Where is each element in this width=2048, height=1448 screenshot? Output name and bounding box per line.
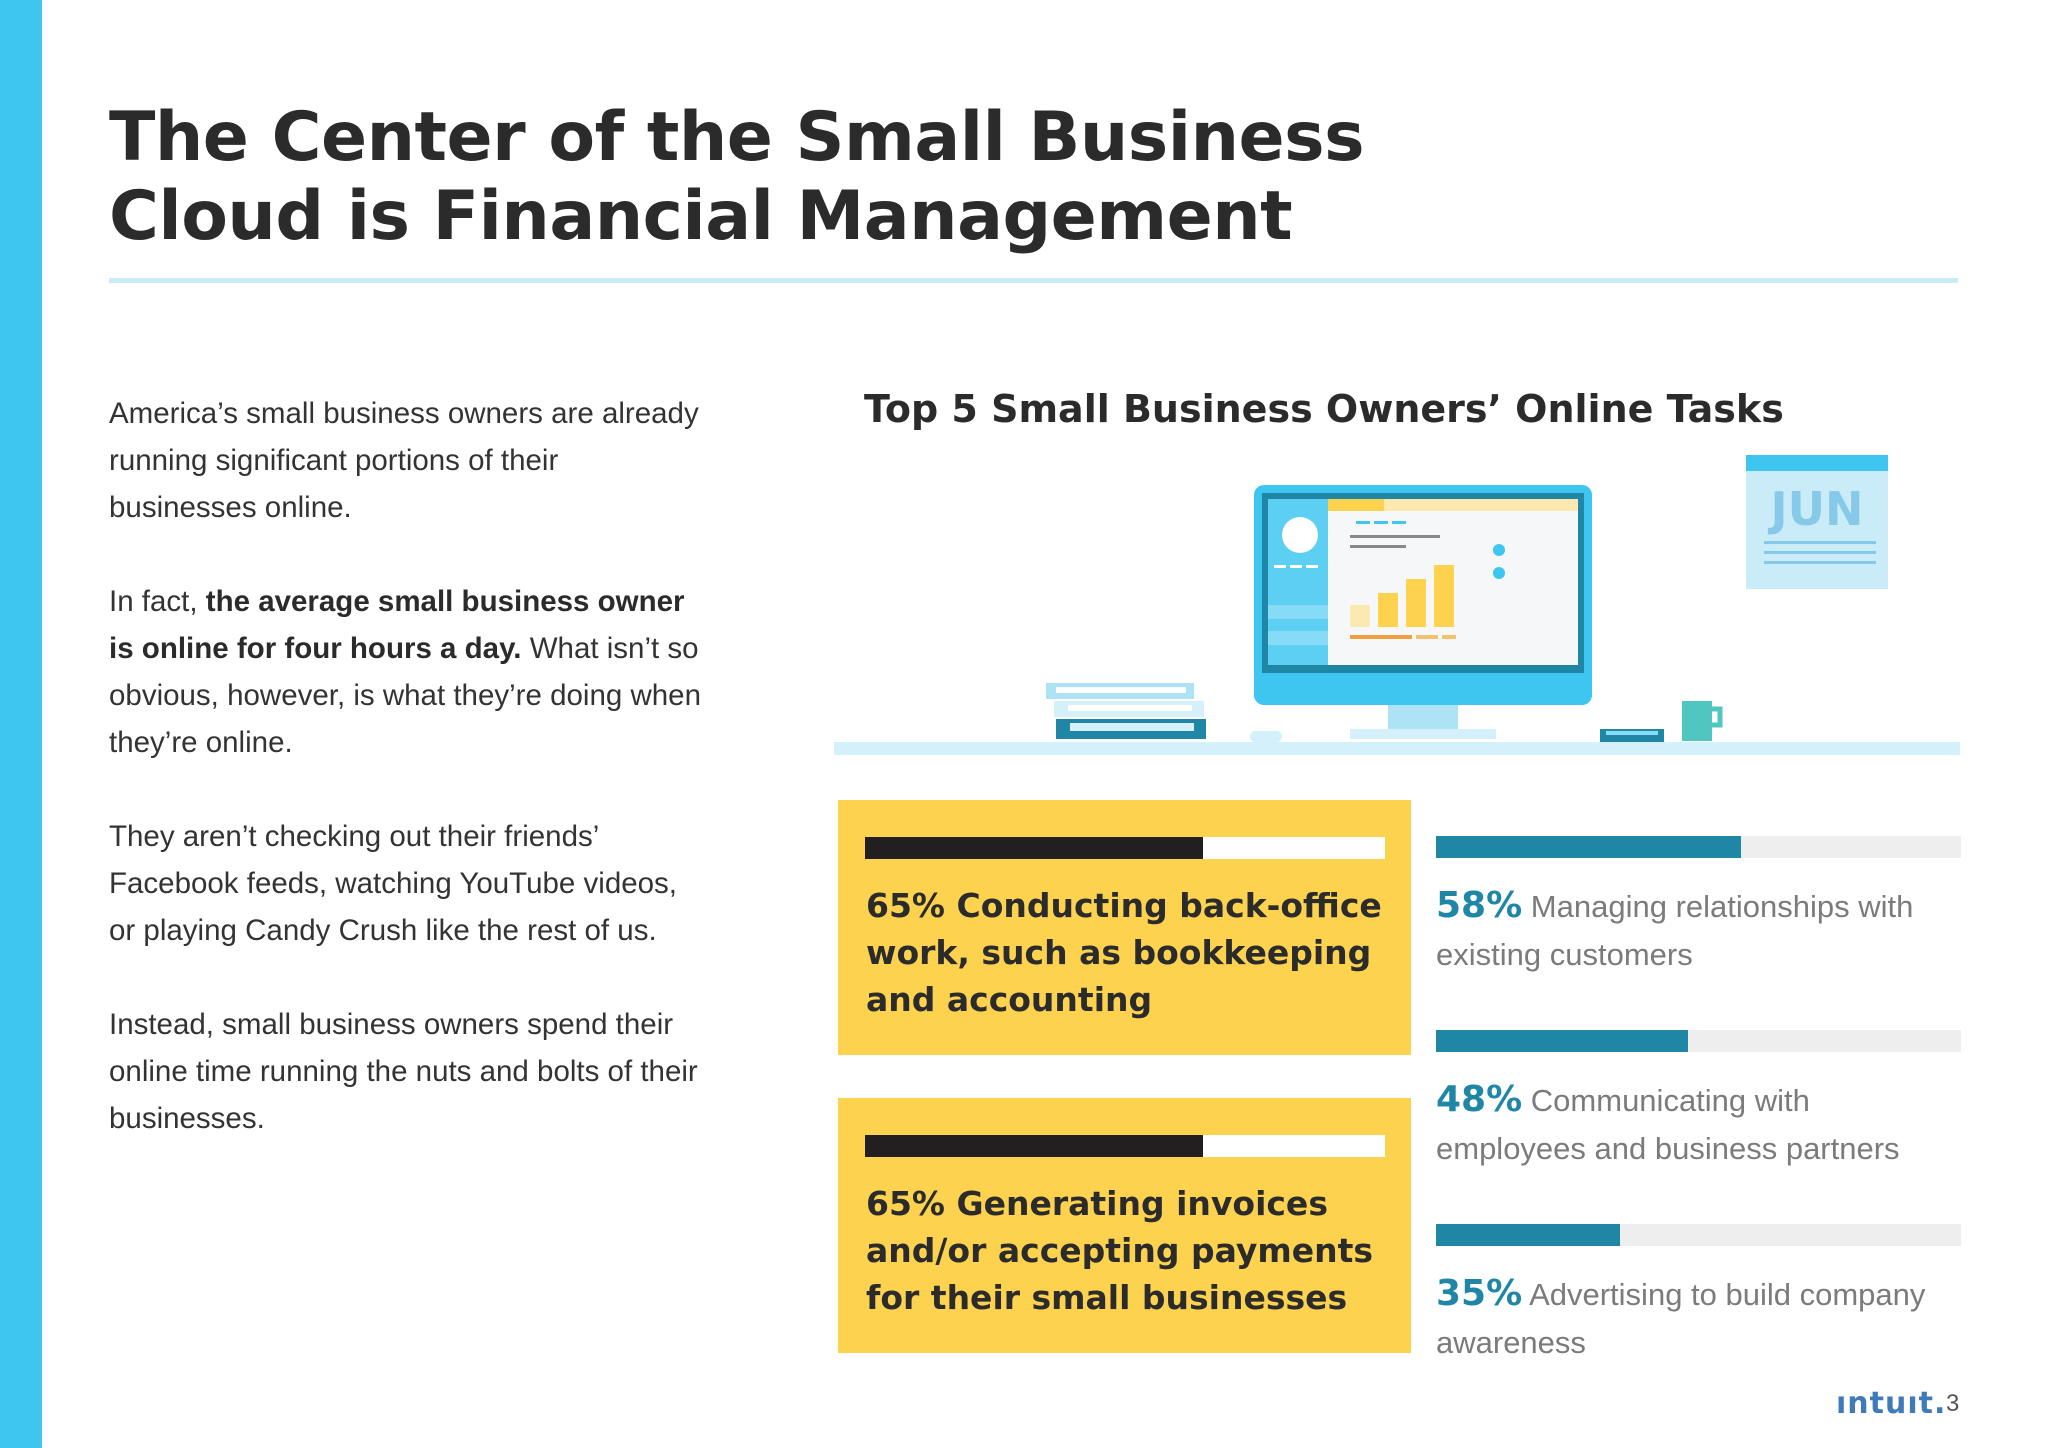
intro-p2-lead: In fact, [109,585,206,618]
task-label: Generating invoices and/or accepting pay… [866,1184,1374,1317]
task-bar-fill [865,1135,1203,1157]
task-stat-text: 48% Communicating with employees and bus… [1436,1076,1961,1173]
task-bar-fill [1436,1030,1688,1052]
monitor-base [1350,729,1496,739]
task-card: 65% Generating invoices and/or accepting… [838,1098,1411,1353]
screen-bar-4 [1434,565,1454,627]
task-bar-track [1436,1030,1961,1052]
screen-bar-2 [1378,593,1398,627]
mug-handle [1712,706,1723,728]
task-bar-track [1436,1224,1961,1246]
task-stat-text: 35% Advertising to build company awarene… [1436,1270,1961,1367]
desk-phone [1600,729,1664,742]
screen-dot-2 [1493,567,1505,579]
calendar-header [1746,455,1888,471]
task-label: Advertising to build company awareness [1436,1277,1926,1360]
task-label: Conducting back-office work, such as boo… [866,886,1382,1019]
intro-p2-tail: What isn’t so obvious, however, is what … [109,632,701,759]
task-bar-track [865,837,1385,859]
screen-topbar [1328,499,1578,511]
task-card-text: 65% Conducting back-office work, such as… [866,882,1386,1023]
screen-bar-3 [1406,579,1426,627]
task-bar-fill [1436,1224,1620,1246]
desk-shelf [834,742,1960,755]
intro-paragraph-3: They aren’t checking out their friends’ … [109,820,677,947]
page-title-line2: Cloud is Financial Management [109,177,1293,256]
task-percent: 65% [866,886,945,925]
task-stat-text: 58% Managing relationships with existing… [1436,882,1961,979]
mouse [1250,731,1282,742]
task-percent: 48% [1436,1079,1523,1120]
intuit-logo: ıntuıt. [1836,1386,1947,1421]
task-card: 65% Conducting back-office work, such as… [838,800,1411,1055]
task-percent: 65% [866,1184,945,1223]
page-title-line1: The Center of the Small Business [109,98,1365,177]
task-card-text: 65% Generating invoices and/or accepting… [866,1180,1386,1321]
task-label: Managing relationships with existing cus… [1436,889,1914,972]
task-bar-track [1436,836,1961,858]
desk-illustration: JUN [834,455,1960,755]
calendar [1746,455,1888,589]
intro-text: America’s small business owners are alre… [109,390,709,1189]
screen-bar-1 [1350,605,1370,627]
task-label: Communicating with employees and busines… [1436,1083,1900,1166]
intro-paragraph-2: In fact, the average small business owne… [109,578,709,766]
chart-title: Top 5 Small Business Owners’ Online Task… [864,387,1784,431]
page-number: 3 [1946,1390,1960,1417]
monitor-neck [1388,703,1458,731]
screen-dot-1 [1493,544,1505,556]
mug [1682,701,1712,741]
calendar-month: JUN [1768,482,1864,536]
screen-avatar [1282,517,1318,553]
task-bar-fill [865,837,1203,859]
intro-paragraph-4: Instead, small business owners spend the… [109,1008,698,1135]
task-bar-track [865,1135,1385,1157]
intro-p2-bold: the average small business owner is onli… [109,585,685,665]
task-bar-fill [1436,836,1741,858]
task-percent: 58% [1436,885,1523,926]
intro-paragraph-1: America’s small business owners are alre… [109,397,699,524]
side-accent-bar [0,0,42,1448]
page-title: The Center of the Small Business Cloud i… [109,98,1409,256]
task-percent: 35% [1436,1273,1523,1314]
title-divider [109,278,1958,283]
